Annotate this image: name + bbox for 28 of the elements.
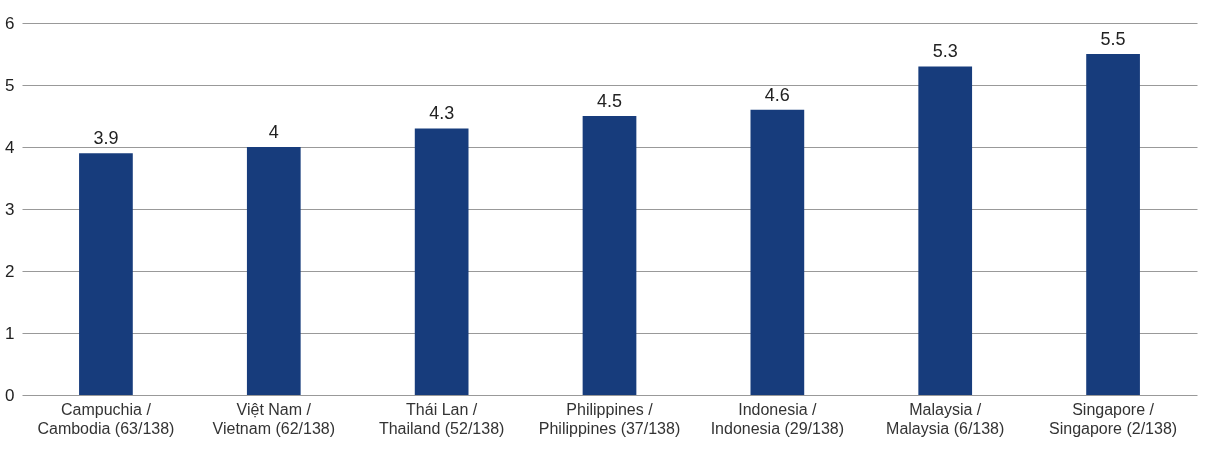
bar <box>79 153 133 395</box>
bar <box>918 66 973 395</box>
data-label: 4.6 <box>764 84 790 105</box>
y-tick-label: 0 <box>5 385 15 405</box>
data-label: 4.3 <box>429 103 455 124</box>
x-tick-label: Indonesia / Indonesia (29/138) <box>710 400 845 437</box>
y-tick-label: 3 <box>5 199 15 219</box>
data-label: 4.5 <box>596 91 623 111</box>
x-tick-label: Malaysia / Malaysia (6/138) <box>886 400 1005 437</box>
data-label: 5.5 <box>1100 29 1126 49</box>
bar <box>1086 54 1140 395</box>
x-tick-label: Campuchia / Cambodia (63/138) <box>37 400 175 437</box>
bar <box>582 116 637 395</box>
bar <box>750 109 805 395</box>
x-tick-label: Philippines / Philippines (37/138) <box>538 400 681 437</box>
y-tick-label: 4 <box>5 137 15 157</box>
y-tick-label: 5 <box>5 75 15 95</box>
y-tick-label: 1 <box>5 323 15 343</box>
x-tick-label: Thái Lan / Thailand (52/138) <box>378 400 505 437</box>
data-label: 5.3 <box>932 41 958 62</box>
data-label: 3.9 <box>93 128 119 149</box>
bar <box>246 147 301 395</box>
data-label: 4 <box>268 122 279 142</box>
bar <box>414 128 469 395</box>
y-tick-label: 2 <box>5 261 15 281</box>
x-tick-label: Singapore / Singapore (2/138) <box>1049 400 1178 437</box>
x-tick-label: Việt Nam / Vietnam (62/138) <box>212 400 336 437</box>
y-tick-label: 6 <box>5 13 15 33</box>
